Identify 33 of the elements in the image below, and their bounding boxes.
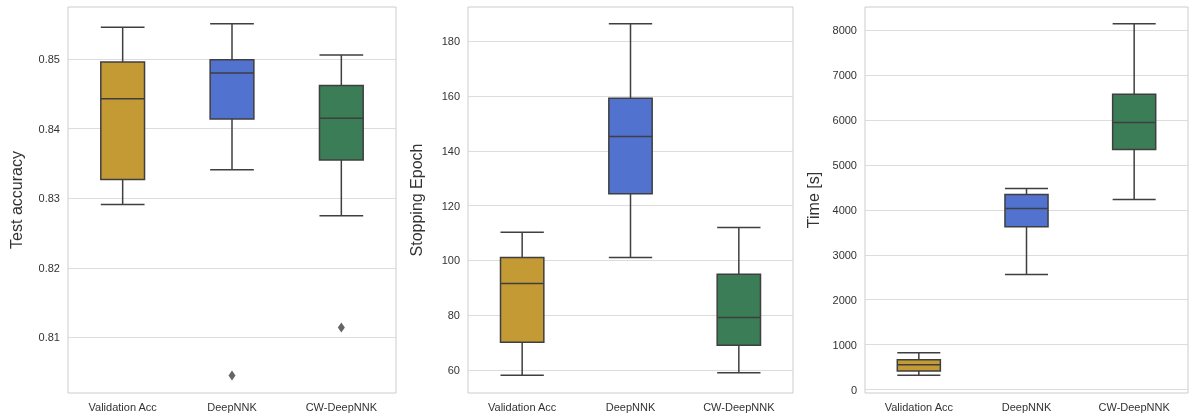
y-tick-label: 60	[447, 364, 460, 377]
y-tick-label: 7000	[832, 68, 857, 81]
y-tick-label: 140	[441, 144, 460, 157]
x-tick-label: DeepNNK	[207, 400, 258, 413]
x-tick-label: DeepNNK	[605, 400, 656, 413]
y-axis-title: Time [s]	[804, 171, 822, 229]
y-tick-label: 80	[447, 309, 460, 322]
y-tick-label: 0.84	[38, 122, 60, 135]
y-tick-label: 3000	[832, 248, 857, 261]
x-tick-label: CW-DeepNNK	[703, 400, 776, 413]
x-tick-label: Validation Acc	[488, 400, 557, 413]
x-tick-label: Validation Acc	[88, 400, 158, 413]
y-axis-title: Test accuracy	[7, 151, 25, 249]
y-tick-label: 0.85	[38, 53, 60, 66]
y-tick-label: 120	[441, 199, 460, 212]
y-tick-label: 6000	[832, 113, 857, 126]
y-axis-title: Stopping Epoch	[407, 143, 425, 257]
y-tick-label: 4000	[832, 203, 857, 216]
y-tick-label: 8000	[832, 23, 857, 36]
y-tick-label: 100	[441, 254, 460, 267]
x-tick-label: DeepNNK	[1001, 400, 1052, 413]
y-tick-label: 0.81	[38, 331, 60, 344]
y-tick-label: 180	[441, 35, 460, 48]
y-tick-label: 5000	[832, 158, 857, 171]
y-tick-label: 1000	[832, 338, 857, 351]
x-tick-label: Validation Acc	[884, 400, 954, 413]
y-tick-label: 2000	[832, 293, 857, 306]
y-tick-label: 0	[850, 383, 857, 396]
y-tick-label: 0.82	[38, 261, 60, 274]
y-tick-label: 160	[441, 89, 460, 102]
x-tick-label: CW-DeepNNK	[1098, 400, 1171, 413]
y-tick-label: 0.83	[38, 192, 60, 205]
x-tick-label: CW-DeepNNK	[305, 400, 378, 413]
